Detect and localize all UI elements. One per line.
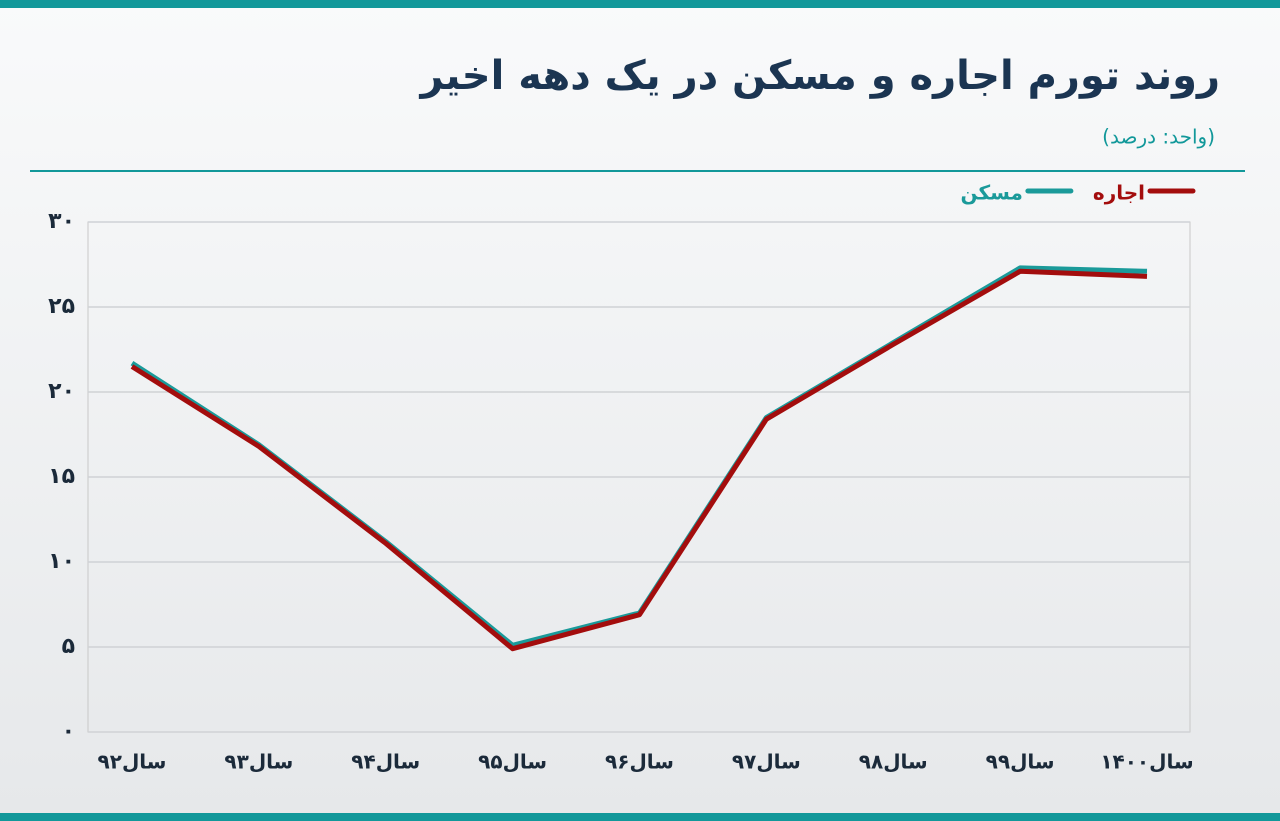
y-tick-label: ۱۰ (48, 549, 75, 574)
bottom-bar (0, 813, 1280, 821)
chart-subtitle: (واحد: درصد) (1102, 125, 1215, 149)
x-tick-label: سال۹۳ (224, 750, 293, 774)
x-tick-label: سال۹۷ (732, 750, 801, 774)
x-tick-label: سال۹۵ (478, 750, 547, 774)
x-tick-label: سال۹۸ (859, 750, 928, 774)
y-tick-label: ۰ (62, 719, 75, 744)
x-tick-label: سال۹۴ (351, 750, 420, 774)
legend-label: مسکن (961, 181, 1023, 205)
x-tick-label: سال۹۶ (605, 750, 674, 774)
x-tick-label: سال۹۹ (986, 750, 1055, 774)
y-tick-label: ۱۵ (48, 464, 75, 489)
y-tick-label: ۳۰ (48, 209, 75, 234)
top-bar (0, 0, 1280, 8)
x-tick-label: سال۱۴۰۰ (1100, 750, 1193, 774)
y-tick-label: ۵ (62, 634, 75, 659)
series-line (130, 268, 1148, 652)
y-tick-label: ۲۵ (48, 294, 75, 319)
x-tick-label: سال۹۲ (98, 750, 167, 774)
y-tick-label: ۲۰ (48, 379, 75, 404)
chart-title: روند تورم اجاره و مسکن در یک دهه اخیر (419, 53, 1220, 99)
legend-label: اجاره (1093, 181, 1145, 205)
